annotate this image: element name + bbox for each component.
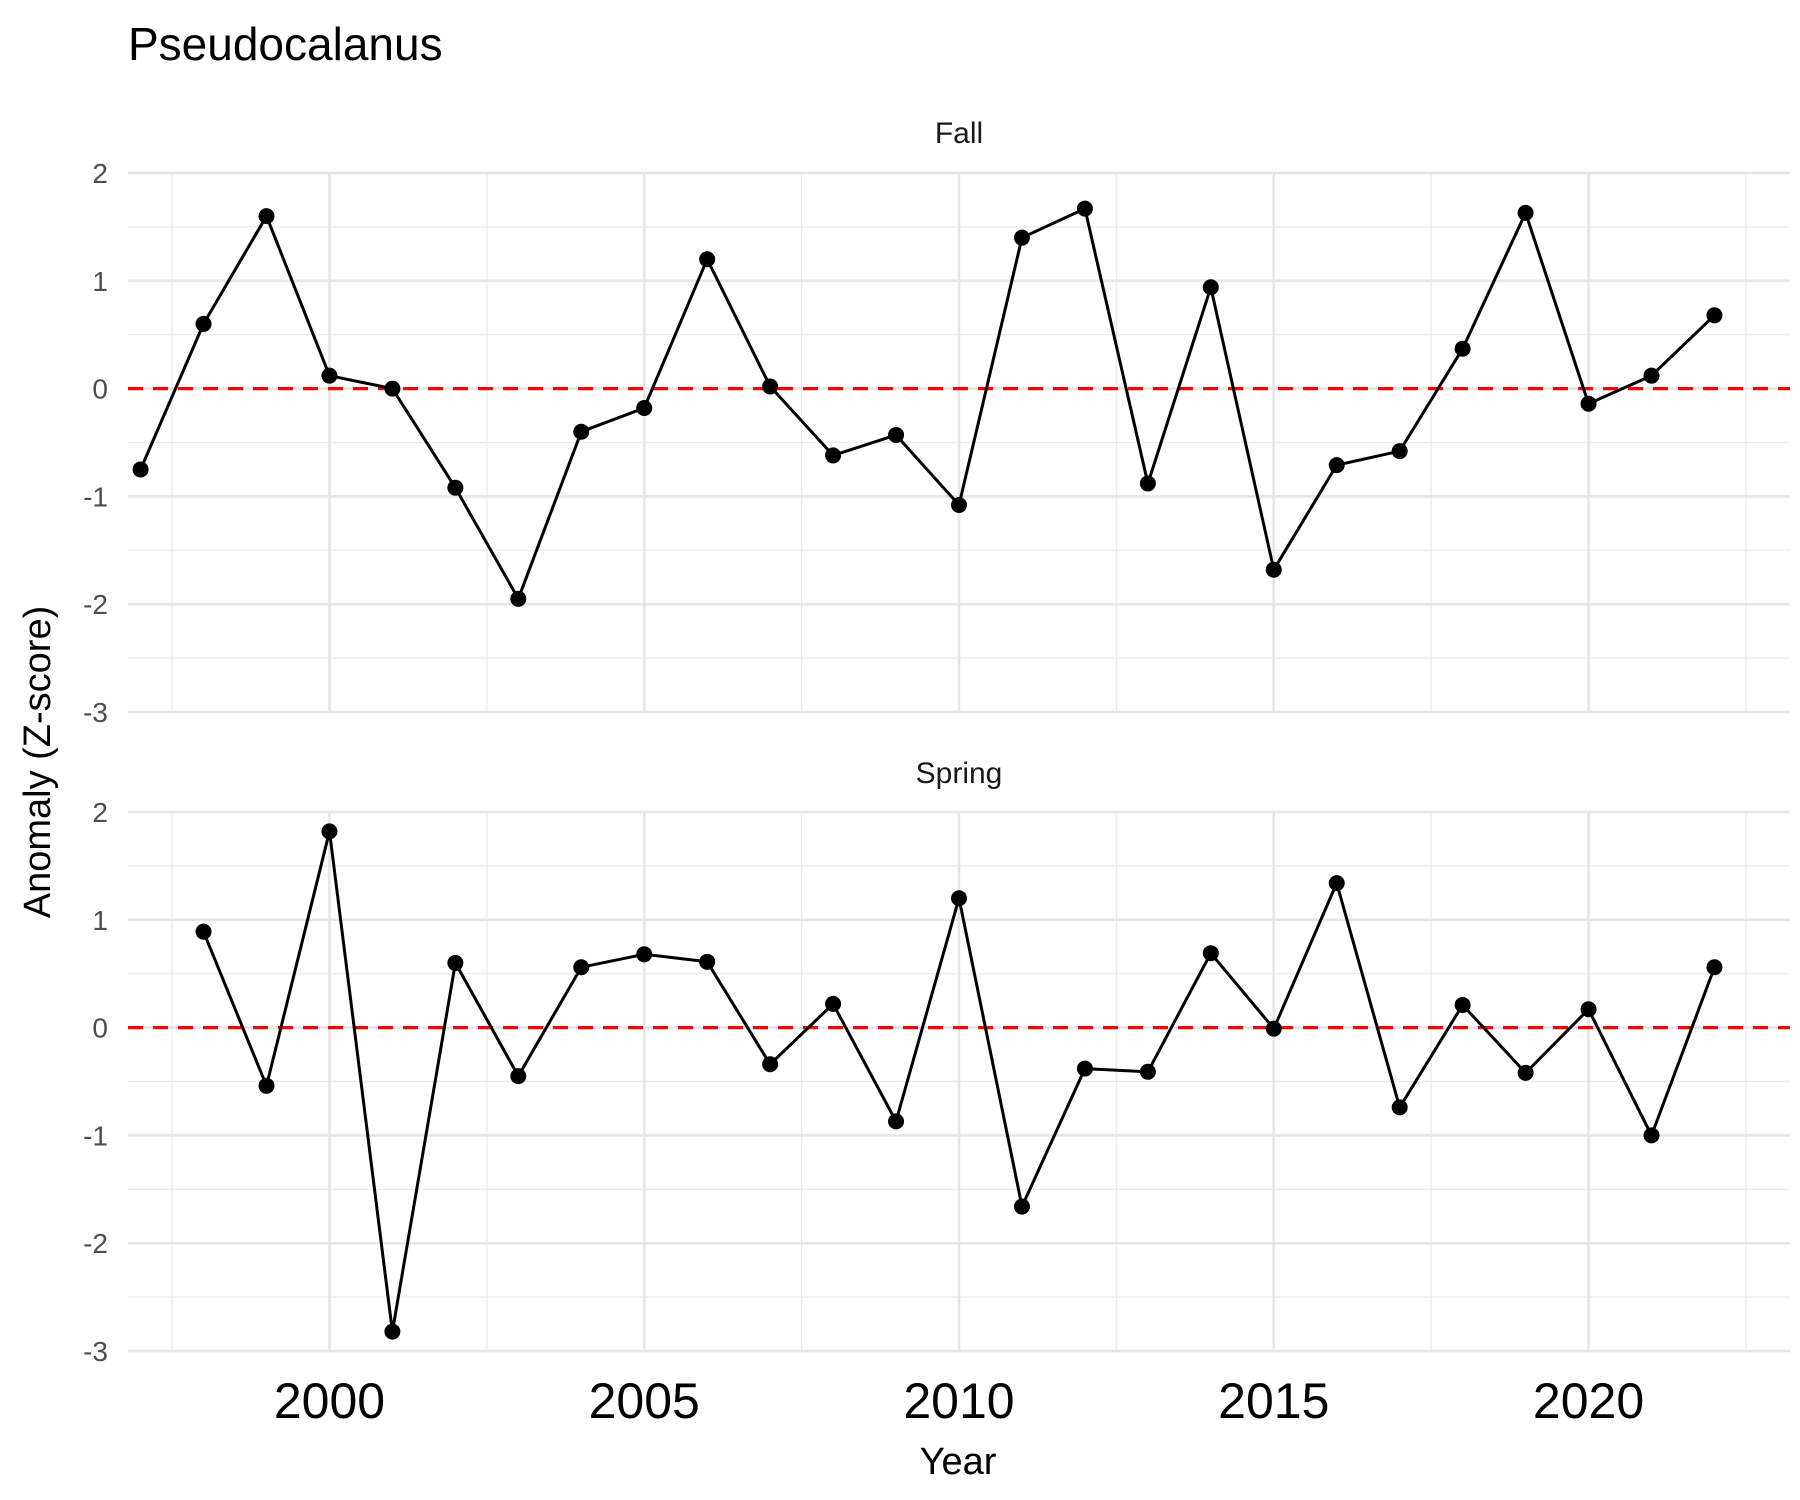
y-tick-label: -2 [83, 589, 108, 620]
y-tick-label: -2 [83, 1228, 108, 1259]
data-point [762, 1056, 779, 1073]
data-point [258, 1077, 275, 1094]
x-axis-title: Year [920, 1441, 997, 1483]
data-point [825, 447, 842, 464]
data-point [195, 923, 212, 940]
data-point [1202, 279, 1219, 296]
data-point [1454, 996, 1471, 1013]
y-tick-label: -3 [83, 697, 108, 728]
chart-title: Pseudocalanus [128, 18, 443, 70]
data-point [1202, 945, 1219, 962]
x-tick-label: 2020 [1533, 1373, 1644, 1429]
y-tick-label: 2 [92, 158, 108, 189]
data-point [447, 479, 464, 496]
data-point [1265, 561, 1282, 578]
data-point [132, 461, 149, 478]
data-point [1517, 204, 1534, 221]
data-point [1706, 307, 1723, 324]
data-point [1706, 959, 1723, 976]
data-point [1580, 1001, 1597, 1018]
y-tick-label: -3 [83, 1336, 108, 1367]
data-point [1391, 1099, 1408, 1116]
x-tick-label: 2010 [903, 1373, 1014, 1429]
facet-label-fall: Fall [935, 117, 983, 150]
y-tick-label: -1 [83, 1120, 108, 1151]
panel-spring: Spring 2 1 0 -1 -2 -3 [83, 757, 1790, 1367]
data-point [762, 378, 779, 395]
data-point [1328, 875, 1345, 892]
data-point [384, 380, 401, 397]
panels: Fall 2 1 0 -1 -2 -3 Spring 2 1 0 -1 -2 -3 [83, 117, 1790, 1367]
x-tick-label: 2015 [1218, 1373, 1329, 1429]
y-tick-label: 1 [92, 905, 108, 936]
x-axis: 2000 2005 2010 2015 2020 [274, 1373, 1644, 1429]
x-tick-label: 2000 [274, 1373, 385, 1429]
data-point [1454, 340, 1471, 357]
series-line-fall [139, 207, 1716, 601]
y-tick-label: 0 [92, 374, 108, 405]
data-point [825, 995, 842, 1012]
y-tick-label: 0 [92, 1013, 108, 1044]
data-point [951, 497, 967, 514]
facet-label-spring: Spring [916, 757, 1003, 790]
data-point [636, 946, 653, 963]
data-point [1391, 443, 1408, 460]
data-point [1013, 1198, 1030, 1215]
data-point [1517, 1064, 1534, 1081]
y-tick-label: 1 [92, 266, 108, 297]
data-point [573, 959, 590, 976]
x-tick-label: 2005 [589, 1373, 700, 1429]
data-point [888, 1113, 905, 1130]
data-point [888, 426, 905, 443]
data-point [951, 890, 967, 907]
y-axis-title: Anomaly (Z-score) [17, 606, 59, 919]
data-point [510, 590, 527, 607]
panel-fall: Fall 2 1 0 -1 -2 -3 [83, 117, 1790, 728]
data-point [321, 367, 338, 384]
data-point [1076, 200, 1093, 217]
data-point [510, 1068, 527, 1085]
data-point [447, 954, 464, 971]
y-tick-label: 2 [92, 797, 108, 828]
data-point [1580, 395, 1597, 412]
data-point [1139, 475, 1156, 492]
data-point [636, 400, 653, 417]
data-point [321, 823, 338, 840]
data-point [195, 315, 212, 332]
data-point [1328, 457, 1345, 474]
data-point [258, 208, 275, 225]
data-point [1013, 229, 1030, 246]
data-point [384, 1323, 401, 1340]
data-point [699, 251, 716, 268]
y-tick-label: -1 [83, 481, 108, 512]
data-point [1643, 1127, 1660, 1144]
data-point [1265, 1020, 1282, 1037]
data-point [699, 953, 716, 970]
data-point [573, 423, 590, 440]
data-point [1076, 1060, 1093, 1077]
data-point [1139, 1063, 1156, 1080]
data-point [1643, 367, 1660, 384]
